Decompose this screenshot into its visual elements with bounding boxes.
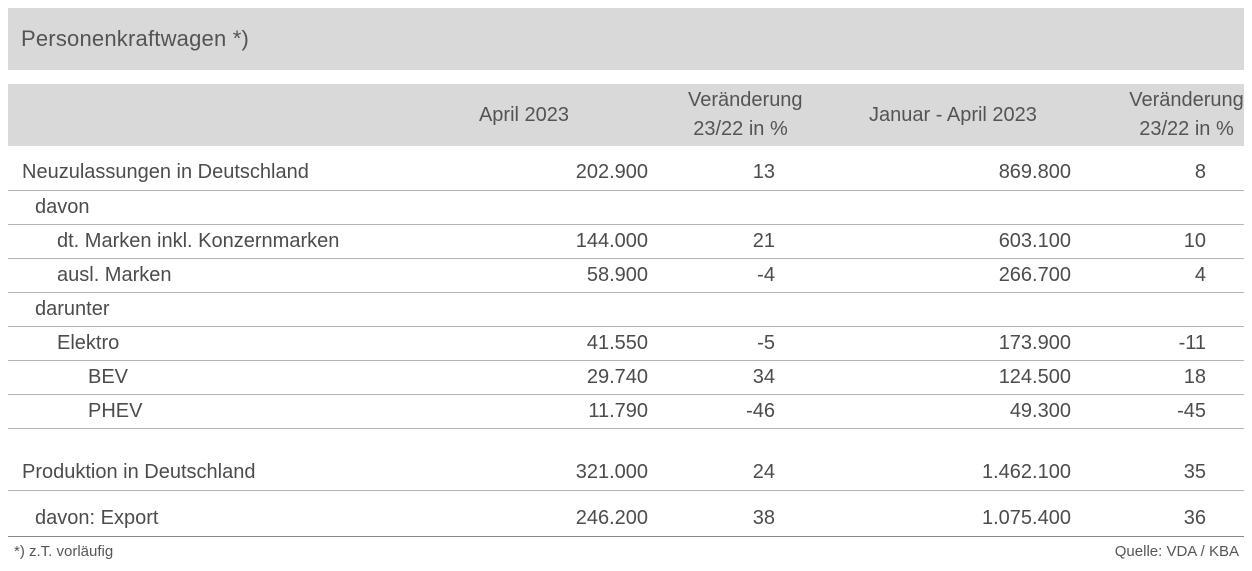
cell-period-current: 144.000 bbox=[450, 224, 669, 259]
header-change-current-line2: 23/22 in % bbox=[693, 118, 788, 140]
table-row-neuzulassungen: Neuzulassungen in Deutschland 202.900 13… bbox=[8, 156, 1244, 191]
row-label: darunter bbox=[8, 292, 450, 327]
row-label: Neuzulassungen in Deutschland bbox=[8, 156, 450, 191]
cell-change-current: -46 bbox=[668, 394, 793, 429]
cell-change-ytd: 36 bbox=[1088, 502, 1244, 537]
page-title: Personenkraftwagen *) bbox=[21, 26, 249, 51]
spacer-row bbox=[8, 490, 1244, 502]
table-row-export: davon: Export 246.200 38 1.075.400 36 bbox=[8, 502, 1244, 537]
cell-change-current: -5 bbox=[668, 326, 793, 361]
footnote-text: *) z.T. vorläufig bbox=[14, 542, 114, 560]
table-row-elektro: Elektro 41.550 -5 173.900 -11 bbox=[8, 326, 1244, 361]
row-label: BEV bbox=[8, 360, 450, 395]
cell-period-ytd bbox=[792, 292, 1089, 327]
header-period-ytd: Januar - April 2023 bbox=[869, 103, 1037, 126]
row-label: davon bbox=[8, 190, 450, 225]
cell-change-current bbox=[668, 292, 793, 327]
cell-period-current: 58.900 bbox=[450, 258, 669, 293]
header-label-column bbox=[8, 84, 450, 146]
cell-change-ytd: 18 bbox=[1088, 360, 1244, 395]
table-row-produktion: Produktion in Deutschland 321.000 24 1.4… bbox=[8, 456, 1244, 491]
cell-change-ytd: 8 bbox=[1088, 156, 1244, 191]
cell-period-current: 29.740 bbox=[450, 360, 669, 395]
row-label: davon: Export bbox=[8, 502, 450, 537]
cell-period-ytd: 173.900 bbox=[792, 326, 1089, 361]
header-change-current-line1: Veränderung bbox=[688, 89, 803, 111]
header-row: April 2023 Veränderung 23/22 in % Januar… bbox=[8, 84, 1244, 146]
header-change-ytd-line1: Veränderung bbox=[1129, 89, 1244, 111]
cell-period-current: 202.900 bbox=[450, 156, 669, 191]
cell-period-current bbox=[450, 292, 669, 327]
cell-change-ytd bbox=[1088, 190, 1244, 225]
header-change-ytd: Veränderung 23/22 in % bbox=[1089, 84, 1244, 146]
cell-change-ytd: -11 bbox=[1088, 326, 1244, 361]
section-title-bar: Personenkraftwagen *) bbox=[8, 8, 1244, 70]
header-change-current: Veränderung 23/22 in % bbox=[668, 84, 803, 146]
cell-change-current: 13 bbox=[668, 156, 793, 191]
cell-period-ytd: 49.300 bbox=[792, 394, 1089, 429]
cell-period-ytd: 266.700 bbox=[792, 258, 1089, 293]
cell-period-ytd: 603.100 bbox=[792, 224, 1089, 259]
cell-change-current bbox=[668, 190, 793, 225]
table-row-darunter: darunter bbox=[8, 292, 1244, 327]
cell-period-ytd: 124.500 bbox=[792, 360, 1089, 395]
cell-change-ytd: 35 bbox=[1088, 456, 1244, 491]
spacer-row bbox=[8, 428, 1244, 456]
cell-period-current: 321.000 bbox=[450, 456, 669, 491]
table-header: April 2023 Veränderung 23/22 in % Januar… bbox=[8, 84, 1244, 146]
cell-period-current: 41.550 bbox=[450, 326, 669, 361]
cell-period-ytd bbox=[792, 190, 1089, 225]
row-label: Produktion in Deutschland bbox=[8, 456, 450, 491]
cell-period-current bbox=[450, 190, 669, 225]
row-label: PHEV bbox=[8, 394, 450, 429]
statistics-table: April 2023 Veränderung 23/22 in % Januar… bbox=[8, 84, 1244, 537]
cell-period-ytd: 1.075.400 bbox=[792, 502, 1089, 537]
cell-change-current: 21 bbox=[668, 224, 793, 259]
cell-period-current: 11.790 bbox=[450, 394, 669, 429]
spacer-row bbox=[8, 146, 1244, 156]
source-text: Quelle: VDA / KBA bbox=[1114, 542, 1239, 560]
cell-change-current: 34 bbox=[668, 360, 793, 395]
cell-change-ytd: -45 bbox=[1088, 394, 1244, 429]
table-row-dt-marken: dt. Marken inkl. Konzernmarken 144.000 2… bbox=[8, 224, 1244, 259]
table-row-phev: PHEV 11.790 -46 49.300 -45 bbox=[8, 394, 1244, 429]
cell-change-current: 24 bbox=[668, 456, 793, 491]
row-label: Elektro bbox=[8, 326, 450, 361]
header-change-ytd-line2: 23/22 in % bbox=[1139, 118, 1234, 140]
cell-period-ytd: 1.462.100 bbox=[792, 456, 1089, 491]
table-footer: *) z.T. vorläufig Quelle: VDA / KBA bbox=[8, 537, 1244, 560]
table-row-davon: davon bbox=[8, 190, 1244, 225]
cell-period-ytd: 869.800 bbox=[792, 156, 1089, 191]
cell-change-current: -4 bbox=[668, 258, 793, 293]
cell-change-ytd: 10 bbox=[1088, 224, 1244, 259]
table-row-ausl-marken: ausl. Marken 58.900 -4 266.700 4 bbox=[8, 258, 1244, 293]
cell-period-current: 246.200 bbox=[450, 502, 669, 537]
cell-change-ytd: 4 bbox=[1088, 258, 1244, 293]
cell-change-current: 38 bbox=[668, 502, 793, 537]
row-label: ausl. Marken bbox=[8, 258, 450, 293]
row-label: dt. Marken inkl. Konzernmarken bbox=[8, 224, 450, 259]
table-row-bev: BEV 29.740 34 124.500 18 bbox=[8, 360, 1244, 395]
cell-change-ytd bbox=[1088, 292, 1244, 327]
header-period-current: April 2023 bbox=[478, 103, 570, 126]
